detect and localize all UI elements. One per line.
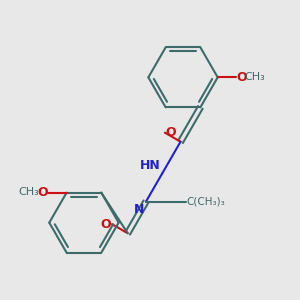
Text: O: O — [37, 186, 48, 199]
Text: HN: HN — [140, 158, 161, 172]
Text: C(CH₃)₃: C(CH₃)₃ — [187, 197, 225, 207]
Text: CH₃: CH₃ — [244, 72, 265, 82]
Text: O: O — [100, 218, 111, 231]
Text: O: O — [236, 71, 247, 84]
Text: CH₃: CH₃ — [19, 187, 39, 197]
Text: O: O — [166, 126, 176, 139]
Text: N: N — [134, 203, 144, 216]
